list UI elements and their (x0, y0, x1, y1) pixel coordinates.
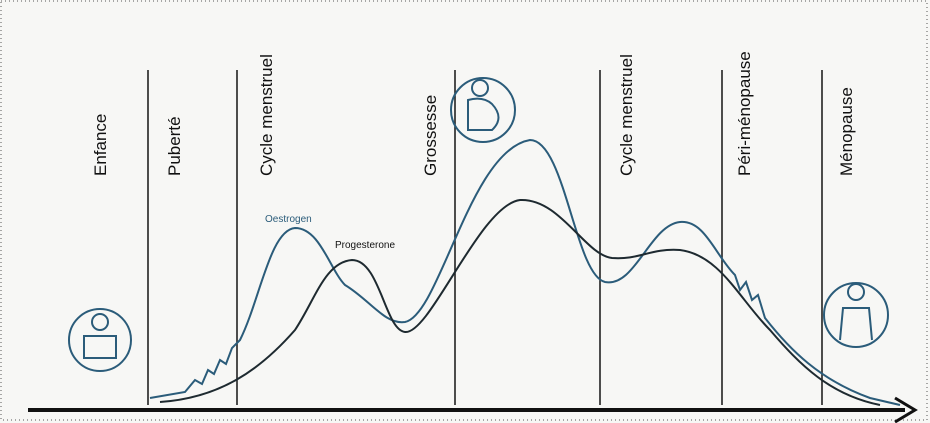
stage-label: Grossesse (421, 95, 440, 176)
icon-pregnant (450, 77, 516, 143)
icon-body (839, 307, 873, 341)
icons (68, 77, 889, 372)
stage-label: Enfance (91, 114, 110, 176)
curve-label: Oestrogen (265, 214, 312, 225)
icon-head (847, 283, 865, 301)
icon-head (471, 79, 489, 97)
icon-head (91, 313, 109, 331)
icon-body (467, 97, 500, 131)
icon-child (68, 308, 132, 372)
icon-body (83, 335, 117, 359)
oestrogen-curve (149, 138, 901, 406)
stage-label: Cycle menstruel (617, 54, 636, 176)
curve-label: Progesterone (335, 240, 395, 251)
stage-label: Ménopause (837, 87, 856, 176)
stage-label: Péri-ménopause (735, 51, 754, 176)
dividers (147, 70, 823, 405)
progesterone-curve (159, 198, 881, 406)
icon-elder (823, 282, 889, 348)
stage-label: Puberté (165, 116, 184, 176)
stage-labels: Enfance Puberté Cycle menstruel Grossesse Cy… (91, 51, 856, 176)
axis-arrow (894, 396, 918, 423)
stage-label: Cycle menstruel (257, 54, 276, 176)
